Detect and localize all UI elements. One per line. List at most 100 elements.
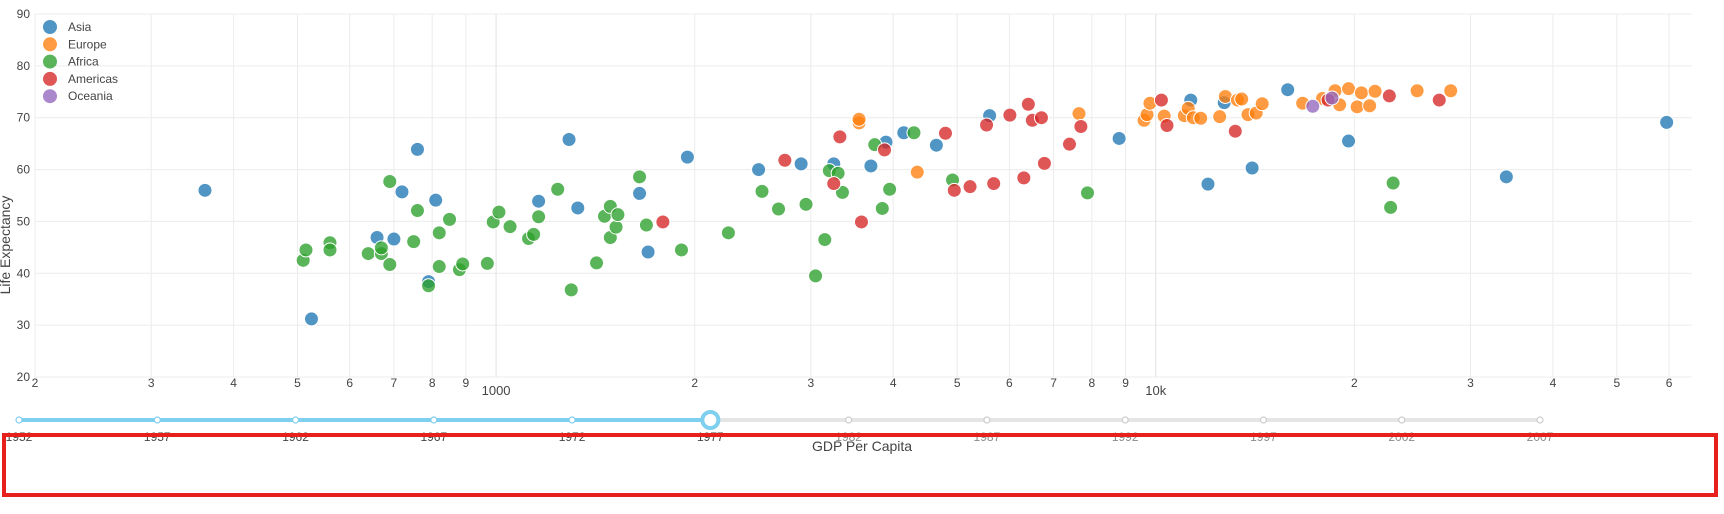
data-point-asia [751, 162, 767, 178]
slider-step-dot [15, 416, 23, 424]
data-point-africa [798, 196, 814, 212]
x-minor-tick-label: 5 [294, 376, 301, 390]
data-point-africa [360, 246, 376, 262]
data-point-africa [906, 125, 922, 141]
data-point-africa [808, 268, 824, 284]
x-minor-tick-label: 7 [391, 376, 398, 390]
data-point-americas [946, 182, 962, 198]
data-point-americas [1020, 96, 1036, 112]
data-point-americas [1431, 92, 1447, 108]
data-point-americas [1227, 123, 1243, 139]
x-minor-tick-label: 7 [1050, 376, 1057, 390]
data-point-africa [479, 255, 495, 271]
data-point-oceania [1305, 98, 1321, 114]
data-point-americas [962, 179, 978, 195]
x-minor-tick-label: 6 [346, 376, 353, 390]
data-point-africa [531, 209, 547, 225]
legend-label-africa: Africa [68, 55, 99, 69]
slider-step-dot [983, 416, 991, 424]
data-point-europe [1341, 81, 1357, 97]
data-point-americas [979, 117, 995, 133]
data-point-americas [777, 152, 793, 168]
slider-step-dot [1536, 416, 1544, 424]
data-point-americas [1036, 155, 1052, 171]
data-point-asia [561, 131, 577, 147]
data-point-europe [1443, 83, 1459, 99]
data-point-europe [1367, 83, 1383, 99]
data-point-africa [632, 169, 648, 185]
slider-step-dot [153, 416, 161, 424]
data-point-africa [526, 226, 542, 242]
data-point-europe [1353, 85, 1369, 101]
slider-step-dot [845, 416, 853, 424]
x-minor-tick-label: 4 [1550, 376, 1557, 390]
slider-current-label: GDP Per Capita [812, 438, 912, 454]
data-point-europe [1212, 109, 1228, 125]
data-point-africa [298, 242, 314, 258]
x-minor-tick-label: 2 [691, 376, 698, 390]
data-point-americas [853, 214, 869, 230]
data-point-asia [1280, 82, 1296, 98]
legend-marker-americas [43, 71, 57, 86]
data-point-europe [1193, 110, 1209, 126]
data-point-europe [909, 164, 925, 180]
scatter-points [197, 81, 1675, 327]
x-minor-tick-label: 6 [1666, 376, 1673, 390]
data-point-africa [673, 242, 689, 258]
data-point-asia [386, 231, 402, 247]
data-point-africa [382, 173, 398, 189]
data-point-asia [863, 158, 879, 174]
slider-step-dot [291, 416, 300, 424]
data-point-africa [431, 225, 447, 241]
y-tick-label: 80 [17, 59, 31, 73]
data-point-asia [1244, 160, 1260, 176]
x-major-tick-label: 10k [1145, 383, 1166, 398]
data-point-americas [1061, 136, 1077, 152]
y-tick-label: 70 [17, 111, 31, 125]
legend-label-americas: Americas [68, 72, 118, 86]
data-point-africa [431, 259, 447, 275]
data-point-oceania [1324, 90, 1340, 106]
data-point-asia [409, 141, 425, 157]
data-point-europe [1254, 96, 1270, 112]
legend-label-asia: Asia [68, 20, 92, 34]
legend-marker-africa [43, 54, 57, 69]
data-point-asia [303, 311, 319, 327]
y-tick-label: 50 [17, 214, 31, 228]
data-point-africa [720, 225, 736, 241]
data-point-asia [1341, 133, 1357, 149]
slider-step-dot [1398, 416, 1406, 424]
data-point-americas [937, 125, 953, 141]
data-point-africa [563, 282, 579, 298]
data-point-americas [1016, 170, 1032, 186]
data-point-americas [877, 142, 893, 158]
data-point-asia [793, 156, 809, 172]
x-minor-tick-label: 5 [1613, 376, 1620, 390]
y-tick-label: 20 [17, 370, 31, 384]
slider-step-dot [1121, 416, 1129, 424]
data-point-africa [882, 181, 898, 197]
y-axis-title: Life Expectancy [0, 196, 13, 295]
data-point-americas [1159, 117, 1175, 133]
data-point-africa [409, 203, 425, 219]
data-point-asia [570, 200, 586, 216]
data-point-asia [531, 193, 547, 209]
slider-highlight-frame [2, 433, 1718, 497]
y-tick-label: 40 [17, 266, 31, 280]
data-point-africa [608, 219, 624, 235]
data-point-africa [817, 232, 833, 248]
legend-marker-asia [43, 20, 57, 34]
x-minor-tick-label: 6 [1006, 376, 1013, 390]
y-tick-label: 30 [17, 318, 31, 332]
data-point-africa [502, 219, 518, 235]
slider-handle[interactable] [700, 410, 721, 430]
data-point-europe [1071, 106, 1087, 122]
data-point-americas [1033, 110, 1049, 126]
legend-marker-oceania [43, 89, 57, 104]
data-point-africa [638, 217, 654, 233]
x-axis-ticks: 2 3 4 5 6 7 8 9 2 3 4 5 6 7 8 9 2 3 4 5 6 1000 10k [32, 376, 1673, 398]
data-point-asia [394, 184, 410, 200]
data-point-americas [1381, 88, 1397, 104]
data-point-africa [322, 242, 338, 258]
data-point-asia [1659, 114, 1675, 130]
